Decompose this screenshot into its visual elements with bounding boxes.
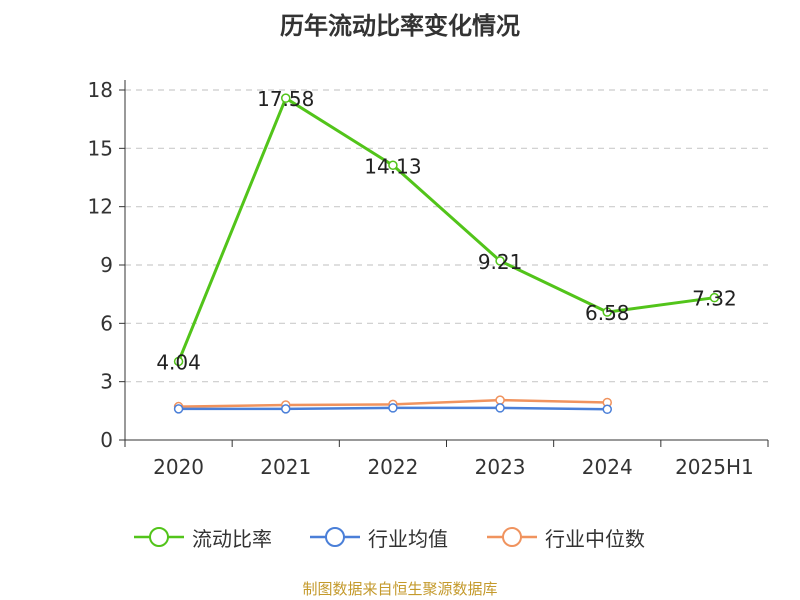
y-tick-label: 3: [100, 370, 113, 394]
data-label: 7.32: [692, 287, 737, 311]
legend-circle: [325, 527, 345, 547]
legend-item-0[interactable]: 流动比率: [134, 520, 272, 554]
data-point: [602, 307, 612, 317]
data-point: [281, 93, 291, 103]
data-label: 4.04: [156, 350, 201, 374]
legend-item-2[interactable]: 行业中位数: [487, 520, 645, 554]
y-tick-label: 0: [100, 428, 113, 452]
data-point: [388, 403, 398, 413]
data-label: 17.58: [257, 87, 314, 111]
legend-circle: [502, 527, 522, 547]
series-layer: [173, 93, 720, 415]
legend-marker: [310, 527, 360, 547]
line-chart: 0 3 6 9 12 15 18 2020 2021 2022 2023 2024 2025H1 4.0…: [88, 78, 769, 479]
data-point: [602, 404, 612, 415]
x-tick-label: 2021: [260, 455, 311, 479]
y-tick-label: 6: [100, 311, 113, 335]
series-line-0: [177, 96, 715, 362]
axis-layer: 0 3 6 9 12 15 18 2020 2021 2022 2023 2024 2025H1: [88, 78, 769, 479]
y-tick-label: 15: [88, 136, 113, 160]
y-tick-label: 9: [100, 253, 113, 277]
x-tick-label: 2024: [582, 455, 633, 479]
data-label: 6.58: [585, 301, 630, 325]
x-tick-label: 2020: [153, 455, 204, 479]
x-tick-label: 2022: [367, 455, 418, 479]
data-label-layer: 4.04 17.58 14.13 9.21 6.58 7.32: [156, 87, 736, 374]
data-point: [495, 395, 505, 405]
data-point: [495, 256, 505, 266]
y-tick-label: 12: [88, 195, 113, 219]
legend-marker: [487, 527, 537, 547]
legend-marker: [134, 527, 184, 547]
legend-circle: [149, 527, 169, 547]
data-point: [495, 403, 505, 413]
legend-label: 流动比率: [192, 526, 272, 551]
data-point: [388, 160, 398, 170]
legend-label: 行业均值: [368, 526, 448, 551]
chart-title: 历年流动比率变化情况: [280, 12, 520, 40]
data-point: [173, 356, 184, 367]
y-tick-label: 18: [88, 78, 113, 102]
data-point: [281, 404, 291, 414]
data-label: 9.21: [478, 250, 523, 274]
source-note: 制图数据来自恒生聚源数据库: [302, 580, 498, 598]
legend-item-1[interactable]: 行业均值: [310, 520, 448, 554]
data-point: [173, 404, 184, 414]
data-point: [709, 292, 720, 303]
grid-layer: [125, 89, 768, 383]
data-label: 14.13: [364, 154, 421, 178]
legend-label: 行业中位数: [545, 526, 645, 551]
x-tick-label: 2025H1: [675, 455, 754, 479]
legend: 流动比率 行业均值 行业中位数: [0, 520, 800, 554]
x-tick-label: 2023: [475, 455, 526, 479]
